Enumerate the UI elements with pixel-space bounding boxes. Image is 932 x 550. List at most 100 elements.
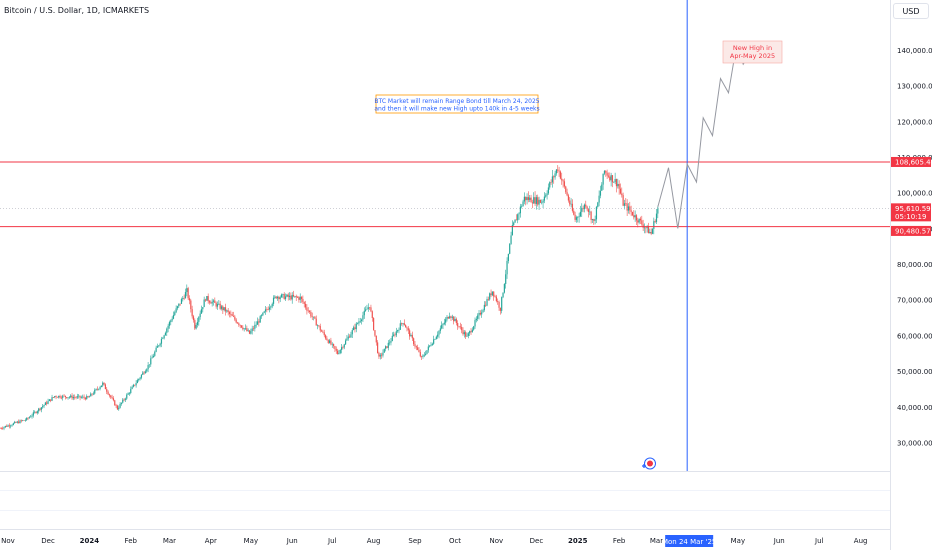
candle-body xyxy=(11,425,13,426)
candle-body xyxy=(653,221,655,229)
candle-body xyxy=(67,397,69,399)
candle-body xyxy=(340,347,343,350)
annotation-box[interactable] xyxy=(375,94,539,114)
candle-body xyxy=(617,183,619,187)
y-tick-label: 60,000.00 xyxy=(897,332,932,340)
candle-body xyxy=(131,386,133,390)
candle-body xyxy=(631,211,634,216)
candle-body xyxy=(159,343,161,346)
candle-body xyxy=(264,309,267,312)
candle-body xyxy=(330,340,332,345)
candle-body xyxy=(267,309,269,311)
candle-body xyxy=(68,397,70,398)
candle-body xyxy=(127,393,129,395)
candle-body xyxy=(279,297,281,300)
candle-body xyxy=(375,335,377,343)
candle-body xyxy=(16,421,18,423)
candle-body xyxy=(551,176,554,183)
candle-body xyxy=(178,303,180,307)
candle-body xyxy=(15,421,17,423)
candle-body xyxy=(406,327,408,329)
candle-body xyxy=(586,206,588,210)
candle-body xyxy=(276,296,279,299)
candle-body xyxy=(352,327,355,331)
candle-body xyxy=(54,396,56,398)
candle-body xyxy=(56,397,58,398)
candle-body xyxy=(91,393,93,395)
candle-body xyxy=(222,306,224,311)
candle-body xyxy=(247,330,249,332)
candle-body xyxy=(139,377,141,379)
candle-body xyxy=(390,340,392,343)
candle-body xyxy=(645,227,647,229)
candle-body xyxy=(190,300,192,310)
candle-body xyxy=(167,325,169,329)
candle-body xyxy=(207,296,209,302)
candle-body xyxy=(553,176,555,178)
candle-body xyxy=(126,394,128,399)
candle-body xyxy=(203,299,205,308)
candle-body xyxy=(470,331,472,333)
candle-body xyxy=(415,346,417,348)
candle-body xyxy=(515,219,517,221)
candle-body xyxy=(112,398,115,401)
candle-body xyxy=(635,215,638,221)
symbol-title: Bitcoin / U.S. Dollar, 1D, ICMARKETS xyxy=(4,6,150,15)
x-tick-label: Sep xyxy=(408,537,422,545)
candle-body xyxy=(147,365,149,370)
candle-body xyxy=(22,420,24,421)
candle-body xyxy=(234,316,236,320)
candle-body xyxy=(497,301,499,302)
candle-body xyxy=(290,295,292,300)
candle-body xyxy=(511,225,513,236)
candle-body xyxy=(326,338,328,341)
candle-body xyxy=(320,330,323,332)
candle-body xyxy=(198,317,200,322)
projection-path[interactable] xyxy=(657,44,754,229)
candle-body xyxy=(291,294,293,300)
candle-body xyxy=(643,227,646,229)
candle-body xyxy=(134,384,136,386)
candle-body xyxy=(437,334,439,337)
candle-body xyxy=(534,197,536,204)
candle-body xyxy=(287,294,289,297)
candle-body xyxy=(537,197,539,205)
candle-body xyxy=(471,329,473,333)
candle-body xyxy=(418,349,420,353)
candle-body xyxy=(619,188,622,194)
candle-body xyxy=(547,187,550,194)
candle-body xyxy=(220,306,223,309)
candle-body xyxy=(334,346,336,349)
candle-body xyxy=(401,323,403,324)
candle-body xyxy=(174,312,176,316)
candle-body xyxy=(555,169,558,174)
annotation-line-1: BTC Market will remain Range Bond till M… xyxy=(374,98,539,105)
candle-body xyxy=(168,322,171,326)
note-box[interactable] xyxy=(722,40,783,64)
candle-body xyxy=(32,412,34,416)
candle-body xyxy=(114,400,116,406)
candle-body xyxy=(0,428,1,429)
candle-body xyxy=(626,203,628,211)
candle-body xyxy=(71,395,73,399)
candle-body xyxy=(282,294,284,295)
candle-body xyxy=(425,353,427,355)
candle-body xyxy=(183,297,185,299)
candle-body xyxy=(315,318,317,326)
candle-body xyxy=(299,296,301,300)
candle-body xyxy=(634,215,636,218)
candle-body xyxy=(187,288,189,299)
candle-body xyxy=(2,428,4,430)
candle-body xyxy=(485,304,487,306)
candle-body xyxy=(31,415,33,417)
candle-body xyxy=(128,393,131,394)
currency-button[interactable]: USD xyxy=(893,3,929,19)
candle-body xyxy=(530,197,532,203)
candle-body xyxy=(223,307,225,311)
candle-body xyxy=(541,202,543,204)
candle-body xyxy=(469,331,471,334)
x-tick-label: May xyxy=(731,537,745,545)
candle-body xyxy=(140,374,143,378)
